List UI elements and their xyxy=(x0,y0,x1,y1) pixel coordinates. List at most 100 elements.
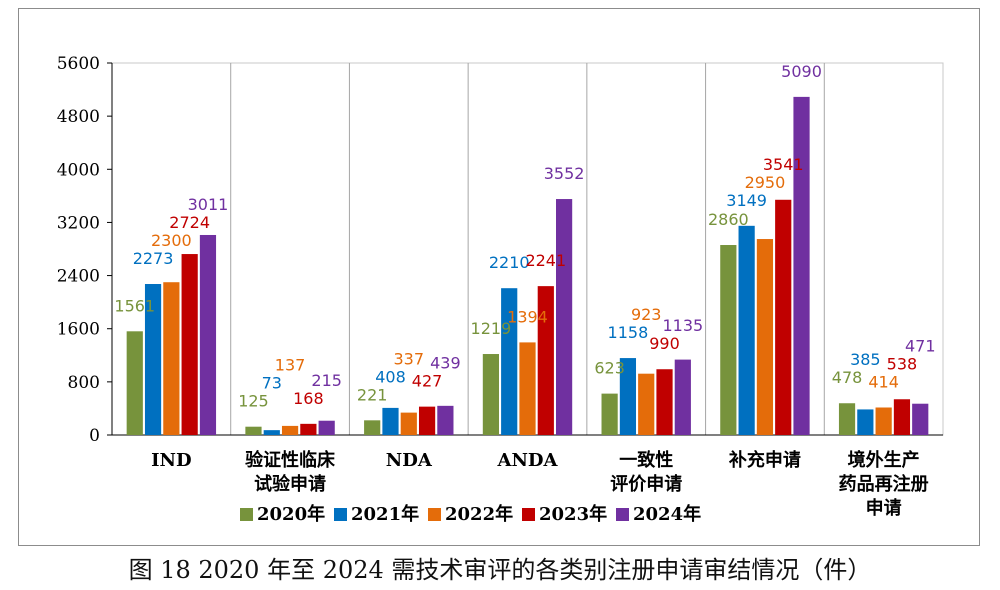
bar-2022年 xyxy=(163,282,180,435)
x-category-label: 境外生产 xyxy=(848,449,920,471)
bar-2024年 xyxy=(674,359,691,435)
bar-2022年 xyxy=(519,342,536,435)
bar-2022年 xyxy=(756,239,774,435)
data-label-2022年: 1394 xyxy=(507,307,548,326)
bar-2024年 xyxy=(793,96,810,435)
bar-2020年 xyxy=(720,245,737,435)
y-tick-label: 1600 xyxy=(57,320,100,340)
bar-2023年 xyxy=(775,199,792,435)
bar-2023年 xyxy=(300,423,317,435)
bar-2023年 xyxy=(537,286,554,435)
bar-2020年 xyxy=(126,331,143,435)
y-tick-label: 5600 xyxy=(57,54,100,74)
x-category-label: 评价申请 xyxy=(610,473,682,495)
data-label-2024年: 1135 xyxy=(662,316,703,335)
data-label-2023年: 2724 xyxy=(169,213,210,232)
y-tick-label: 4000 xyxy=(57,160,100,180)
data-label-2020年: 478 xyxy=(832,368,863,387)
data-label-2024年: 471 xyxy=(905,336,936,355)
legend-swatch-2023年 xyxy=(522,508,535,521)
x-category-label: 补充申请 xyxy=(728,449,801,471)
bar-chart: 0 800 1600 2400 3200 4000 4800 5600 1561 22732300… xyxy=(57,54,944,525)
bar-2021年 xyxy=(263,430,280,435)
data-label-2023年: 2241 xyxy=(525,251,566,270)
data-label-2020年: 2860 xyxy=(708,210,749,229)
chart-frame xyxy=(18,8,980,546)
data-label-2020年: 1219 xyxy=(471,319,512,338)
x-category-label: NDA xyxy=(386,450,433,471)
bar-2024年 xyxy=(912,403,929,435)
legend-label: 2020年 xyxy=(257,503,325,525)
figure-caption: 图 18 2020 年至 2024 需技术审评的各类别注册申请审结情况（件） xyxy=(128,556,872,584)
data-label-2024年: 439 xyxy=(430,354,461,373)
bar-2020年 xyxy=(364,420,381,435)
data-label-2023年: 538 xyxy=(887,354,918,373)
data-label-2022年: 137 xyxy=(275,356,306,375)
legend-label: 2021年 xyxy=(351,503,419,525)
data-label-2024年: 3011 xyxy=(188,195,229,214)
data-label-2021年: 73 xyxy=(262,374,282,393)
data-label-2022年: 2300 xyxy=(151,231,192,250)
legend-label: 2023年 xyxy=(539,503,607,525)
data-label-2023年: 3541 xyxy=(763,155,804,174)
x-category-label: 验证性临床 xyxy=(245,449,336,471)
data-label-2023年: 990 xyxy=(649,334,680,353)
bar-2021年 xyxy=(738,225,755,435)
legend-label: 2022年 xyxy=(445,503,513,525)
legend-swatch-2021年 xyxy=(334,508,347,521)
data-label-2021年: 408 xyxy=(375,367,406,386)
bar-2020年 xyxy=(601,393,618,435)
bar-2020年 xyxy=(482,354,499,435)
bar-2024年 xyxy=(437,405,454,435)
legend-swatch-2024年 xyxy=(616,508,629,521)
legend-label: 2024年 xyxy=(633,503,701,525)
data-label-2021年: 2210 xyxy=(489,253,530,272)
data-label-2020年: 125 xyxy=(238,392,269,411)
data-label-2024年: 3552 xyxy=(544,164,585,183)
bar-2022年 xyxy=(638,373,655,435)
y-tick-label: 800 xyxy=(68,373,100,393)
data-label-2020年: 623 xyxy=(594,359,625,378)
x-category-label: ANDA xyxy=(497,450,559,471)
data-label-2022年: 2950 xyxy=(745,173,786,192)
data-label-2024年: 5090 xyxy=(781,62,822,81)
bar-2022年 xyxy=(875,407,892,435)
legend-swatch-2020年 xyxy=(240,508,253,521)
data-label-2022年: 337 xyxy=(394,349,425,368)
bar-2021年 xyxy=(501,288,518,435)
x-category-label: 药品再注册 xyxy=(839,473,929,495)
data-label-2024年: 215 xyxy=(311,371,342,390)
data-label-2021年: 385 xyxy=(850,350,881,369)
bar-2020年 xyxy=(245,426,262,435)
y-tick-label: 3200 xyxy=(57,213,100,233)
x-category-label: 一致性 xyxy=(619,449,673,471)
legend-swatch-2022年 xyxy=(428,508,441,521)
bar-2021年 xyxy=(619,358,637,435)
data-label-2023年: 427 xyxy=(412,372,443,391)
data-label-2020年: 221 xyxy=(357,385,388,404)
y-tick-label: 4800 xyxy=(57,107,100,127)
x-category-label: 申请 xyxy=(866,497,902,519)
bar-2023年 xyxy=(181,254,198,435)
data-label-2022年: 923 xyxy=(631,305,662,324)
bar-2023年 xyxy=(418,406,436,435)
data-label-2022年: 414 xyxy=(868,372,899,391)
bar-2021年 xyxy=(382,407,399,435)
data-label-2021年: 3149 xyxy=(726,191,767,210)
bar-2020年 xyxy=(838,403,856,435)
bar-2024年 xyxy=(199,234,217,435)
y-tick-label: 2400 xyxy=(57,267,100,287)
data-label-2020年: 1561 xyxy=(114,296,155,315)
x-category-label: IND xyxy=(151,450,191,471)
data-label-2023年: 168 xyxy=(293,389,324,408)
bar-2024年 xyxy=(556,199,573,435)
bar-2023年 xyxy=(893,399,911,435)
bar-2024年 xyxy=(318,420,335,435)
data-label-2021年: 1158 xyxy=(608,323,649,342)
bar-2022年 xyxy=(281,425,299,435)
y-tick-label: 0 xyxy=(89,426,100,446)
bar-2022年 xyxy=(400,412,417,435)
bar-2023年 xyxy=(656,369,673,435)
bar-2021年 xyxy=(857,409,874,435)
x-category-label: 试验申请 xyxy=(254,473,326,495)
